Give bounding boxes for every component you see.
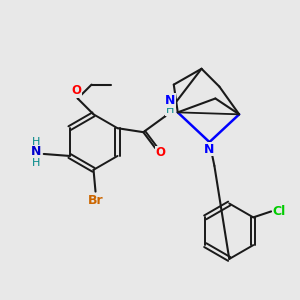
Text: Br: Br xyxy=(88,194,103,207)
Text: O: O xyxy=(72,84,82,97)
Text: Cl: Cl xyxy=(272,205,286,218)
Text: H: H xyxy=(32,137,40,147)
Text: H: H xyxy=(166,105,174,116)
Text: N: N xyxy=(31,146,41,158)
Text: N: N xyxy=(204,142,214,155)
Text: N: N xyxy=(165,94,175,107)
Text: H: H xyxy=(32,158,40,168)
Text: O: O xyxy=(155,146,165,160)
